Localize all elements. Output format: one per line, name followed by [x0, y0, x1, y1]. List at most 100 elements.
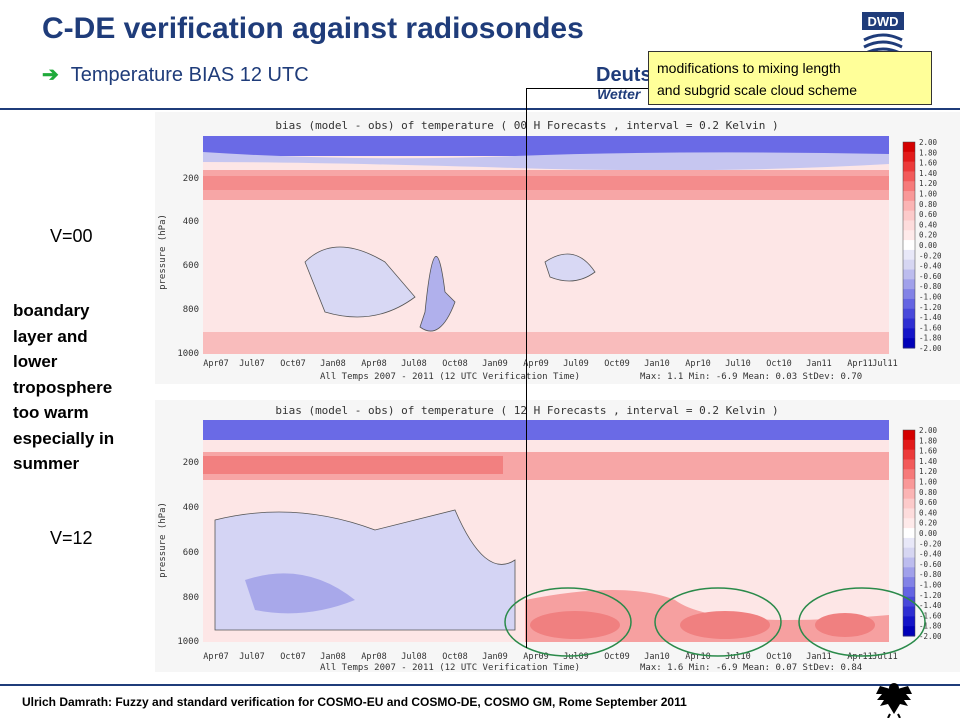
xtick: Jan11	[806, 359, 832, 369]
side-line: too warm	[13, 403, 89, 422]
xtick: Jan08	[320, 359, 346, 369]
bias-plot-v12: bias (model - obs) of temperature ( 12 H…	[155, 400, 960, 672]
colorbar-label: -1.60	[919, 611, 942, 620]
side-line: especially in	[13, 428, 115, 448]
xtick: Jul10	[725, 359, 751, 369]
note-line-1: modifications to mixing length	[657, 60, 841, 76]
ylabel: pressure (hPa)	[158, 502, 168, 578]
ytick: 600	[183, 261, 199, 271]
colorbar-swatch	[903, 181, 915, 192]
colorbar-label: -1.60	[919, 323, 942, 332]
xtick: Jul11	[872, 359, 898, 369]
colorbar-label: 1.60	[919, 447, 938, 456]
colorbar-swatch	[903, 469, 915, 480]
label-v00: V=00	[50, 226, 93, 246]
plot-caption: All Temps 2007 - 2011 (12 UTC Verificati…	[320, 663, 580, 672]
dwd-logo-text: DWD	[867, 14, 898, 29]
xtick: Oct08	[442, 359, 468, 369]
xtick: Oct07	[280, 359, 306, 369]
plot-caption: All Temps 2007 - 2011 (12 UTC Verificati…	[320, 372, 580, 382]
xtick: Jan09	[482, 652, 508, 662]
colorbar-label: 2.00	[919, 138, 938, 147]
colorbar-swatch	[903, 151, 915, 163]
colorbar-swatch	[903, 518, 915, 529]
xtick: Apr08	[361, 652, 387, 662]
colorbar-label: 0.40	[919, 220, 938, 229]
ytick: 800	[183, 305, 199, 315]
xtick: Jul11	[872, 652, 898, 662]
federal-eagle-icon	[876, 683, 912, 718]
xtick: Jan10	[644, 359, 670, 369]
colorbar: 2.001.80 1.601.401.20 1.000.800.600.40 0.20…	[902, 426, 942, 641]
xtick: Jan09	[482, 359, 508, 369]
ytick: 800	[183, 593, 199, 603]
colorbar-swatch	[903, 606, 915, 617]
colorbar-outline	[902, 429, 916, 637]
plot-stats: Max: 1.1 Min: -6.9 Mean: 0.03 StDev: 0.7…	[640, 372, 862, 382]
xtick: Apr09	[523, 359, 549, 369]
xtick: Jul10	[725, 652, 751, 662]
ytick: 1000	[177, 637, 199, 647]
plot-stats: Max: 1.6 Min: -6.9 Mean: 0.07 StDev: 0.8…	[640, 663, 862, 672]
colorbar-label: 1.80	[919, 436, 938, 445]
ytick: 400	[183, 503, 199, 513]
side-line: lower	[13, 352, 58, 371]
colorbar-label: -0.40	[919, 550, 942, 559]
annotation-connector-top	[526, 88, 650, 89]
colorbar-swatch	[903, 488, 915, 500]
colorbar-label: 0.60	[919, 498, 938, 507]
side-comment: boandary layer and lower troposphere too…	[13, 298, 153, 477]
logo-text-deutscher: Deuts	[596, 64, 652, 86]
xtick: Jul09	[563, 359, 589, 369]
colorbar-label: -0.60	[919, 272, 942, 281]
colorbar-label: 0.00	[919, 529, 938, 538]
ytick: 200	[183, 174, 199, 184]
colorbar-swatch	[903, 200, 915, 212]
colorbar-swatch	[903, 577, 915, 588]
plot-title: bias (model - obs) of temperature ( 00 H…	[275, 119, 778, 132]
xticks: Apr07 Jul07 Oct07 Jan08 Apr08 Jul08 Oct0…	[203, 359, 898, 369]
colorbar-swatch	[903, 240, 915, 251]
colorbar-swatch	[903, 557, 915, 568]
colorbar-outline	[902, 141, 916, 349]
xtick: Jul08	[401, 652, 427, 662]
xtick: Oct07	[280, 652, 306, 662]
xtick: Jul07	[239, 652, 265, 662]
bias-plot-v00: bias (model - obs) of temperature ( 00 H…	[155, 112, 960, 384]
xtick: Jul08	[401, 359, 427, 369]
colorbar-label: 2.00	[919, 426, 938, 435]
plot-area	[203, 420, 889, 642]
colorbar-swatch	[903, 289, 915, 300]
colorbar-swatch	[903, 547, 915, 559]
annotation-marker-line	[526, 88, 527, 648]
logo-text-wetter: Wetter	[597, 86, 641, 102]
highlight-ellipse-2010	[654, 587, 782, 657]
colorbar-label: 0.20	[919, 519, 938, 528]
colorbar-label: -0.20	[919, 251, 942, 260]
colorbar-label: -0.80	[919, 570, 942, 579]
colorbar-swatch	[903, 567, 915, 578]
colorbar-label: 0.60	[919, 210, 938, 219]
xticks: Apr07 Jul07 Oct07 Jan08 Apr08 Jul08 Oct0…	[203, 652, 898, 662]
colorbar-swatch	[903, 537, 915, 549]
xtick: Apr10	[685, 652, 711, 662]
ytick: 200	[183, 458, 199, 468]
yticks: 200 400 600 800 1000	[177, 174, 199, 359]
xtick: Apr09	[523, 652, 549, 662]
colorbar-swatch	[903, 498, 915, 509]
colorbar-swatch	[903, 439, 915, 451]
xtick: Jul09	[563, 652, 589, 662]
xtick: Apr11	[847, 359, 873, 369]
plot-title: bias (model - obs) of temperature ( 12 H…	[275, 404, 778, 417]
xtick: Apr07	[203, 652, 229, 662]
side-line: boandary	[13, 301, 90, 320]
colorbar-label: 1.00	[919, 190, 938, 199]
colorbar-swatch	[903, 249, 915, 261]
colorbar-swatch	[903, 259, 915, 271]
ylabel: pressure (hPa)	[158, 214, 168, 290]
colorbar-label: -1.20	[919, 303, 942, 312]
xtick: Oct10	[766, 652, 792, 662]
colorbar-label: -1.20	[919, 591, 942, 600]
colorbar-swatch	[903, 161, 915, 172]
ytick: 600	[183, 548, 199, 558]
